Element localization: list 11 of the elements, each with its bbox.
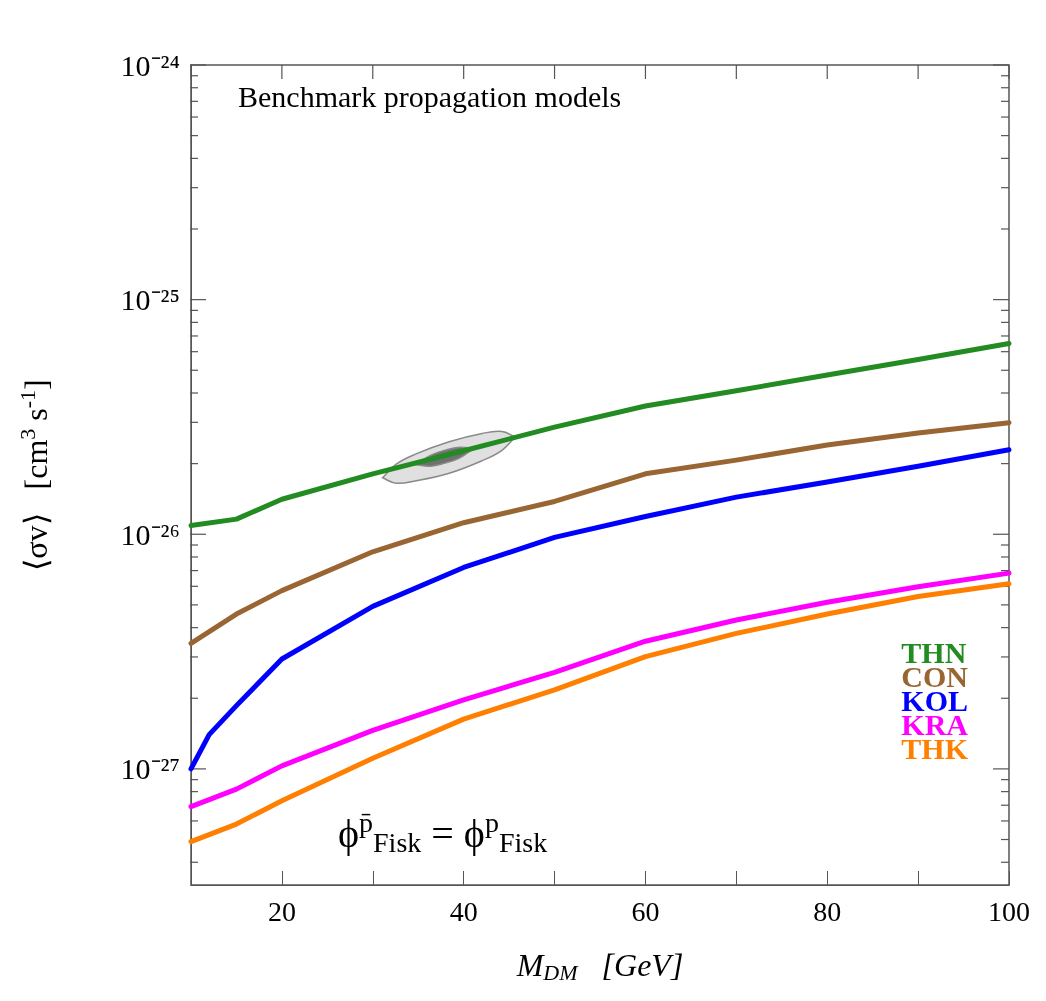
y-tick-label: 10⁻²⁴	[120, 48, 180, 82]
x-tick-label: 60	[631, 895, 660, 927]
y-tick-label: 10⁻²⁷	[120, 752, 180, 786]
x-tick-label: 20	[267, 895, 296, 927]
y-tick-label: 10⁻²⁵	[120, 283, 180, 317]
x-tick-label: 100	[988, 895, 1030, 927]
y-tick-label: 10⁻²⁶	[120, 517, 180, 551]
y-axis-title: ⟨σv⟩ [cm3 s-1]	[14, 379, 54, 571]
annotation: Benchmark propagation models	[238, 79, 622, 113]
x-tick-label: 40	[449, 895, 478, 927]
x-tick-label: 80	[813, 895, 842, 927]
